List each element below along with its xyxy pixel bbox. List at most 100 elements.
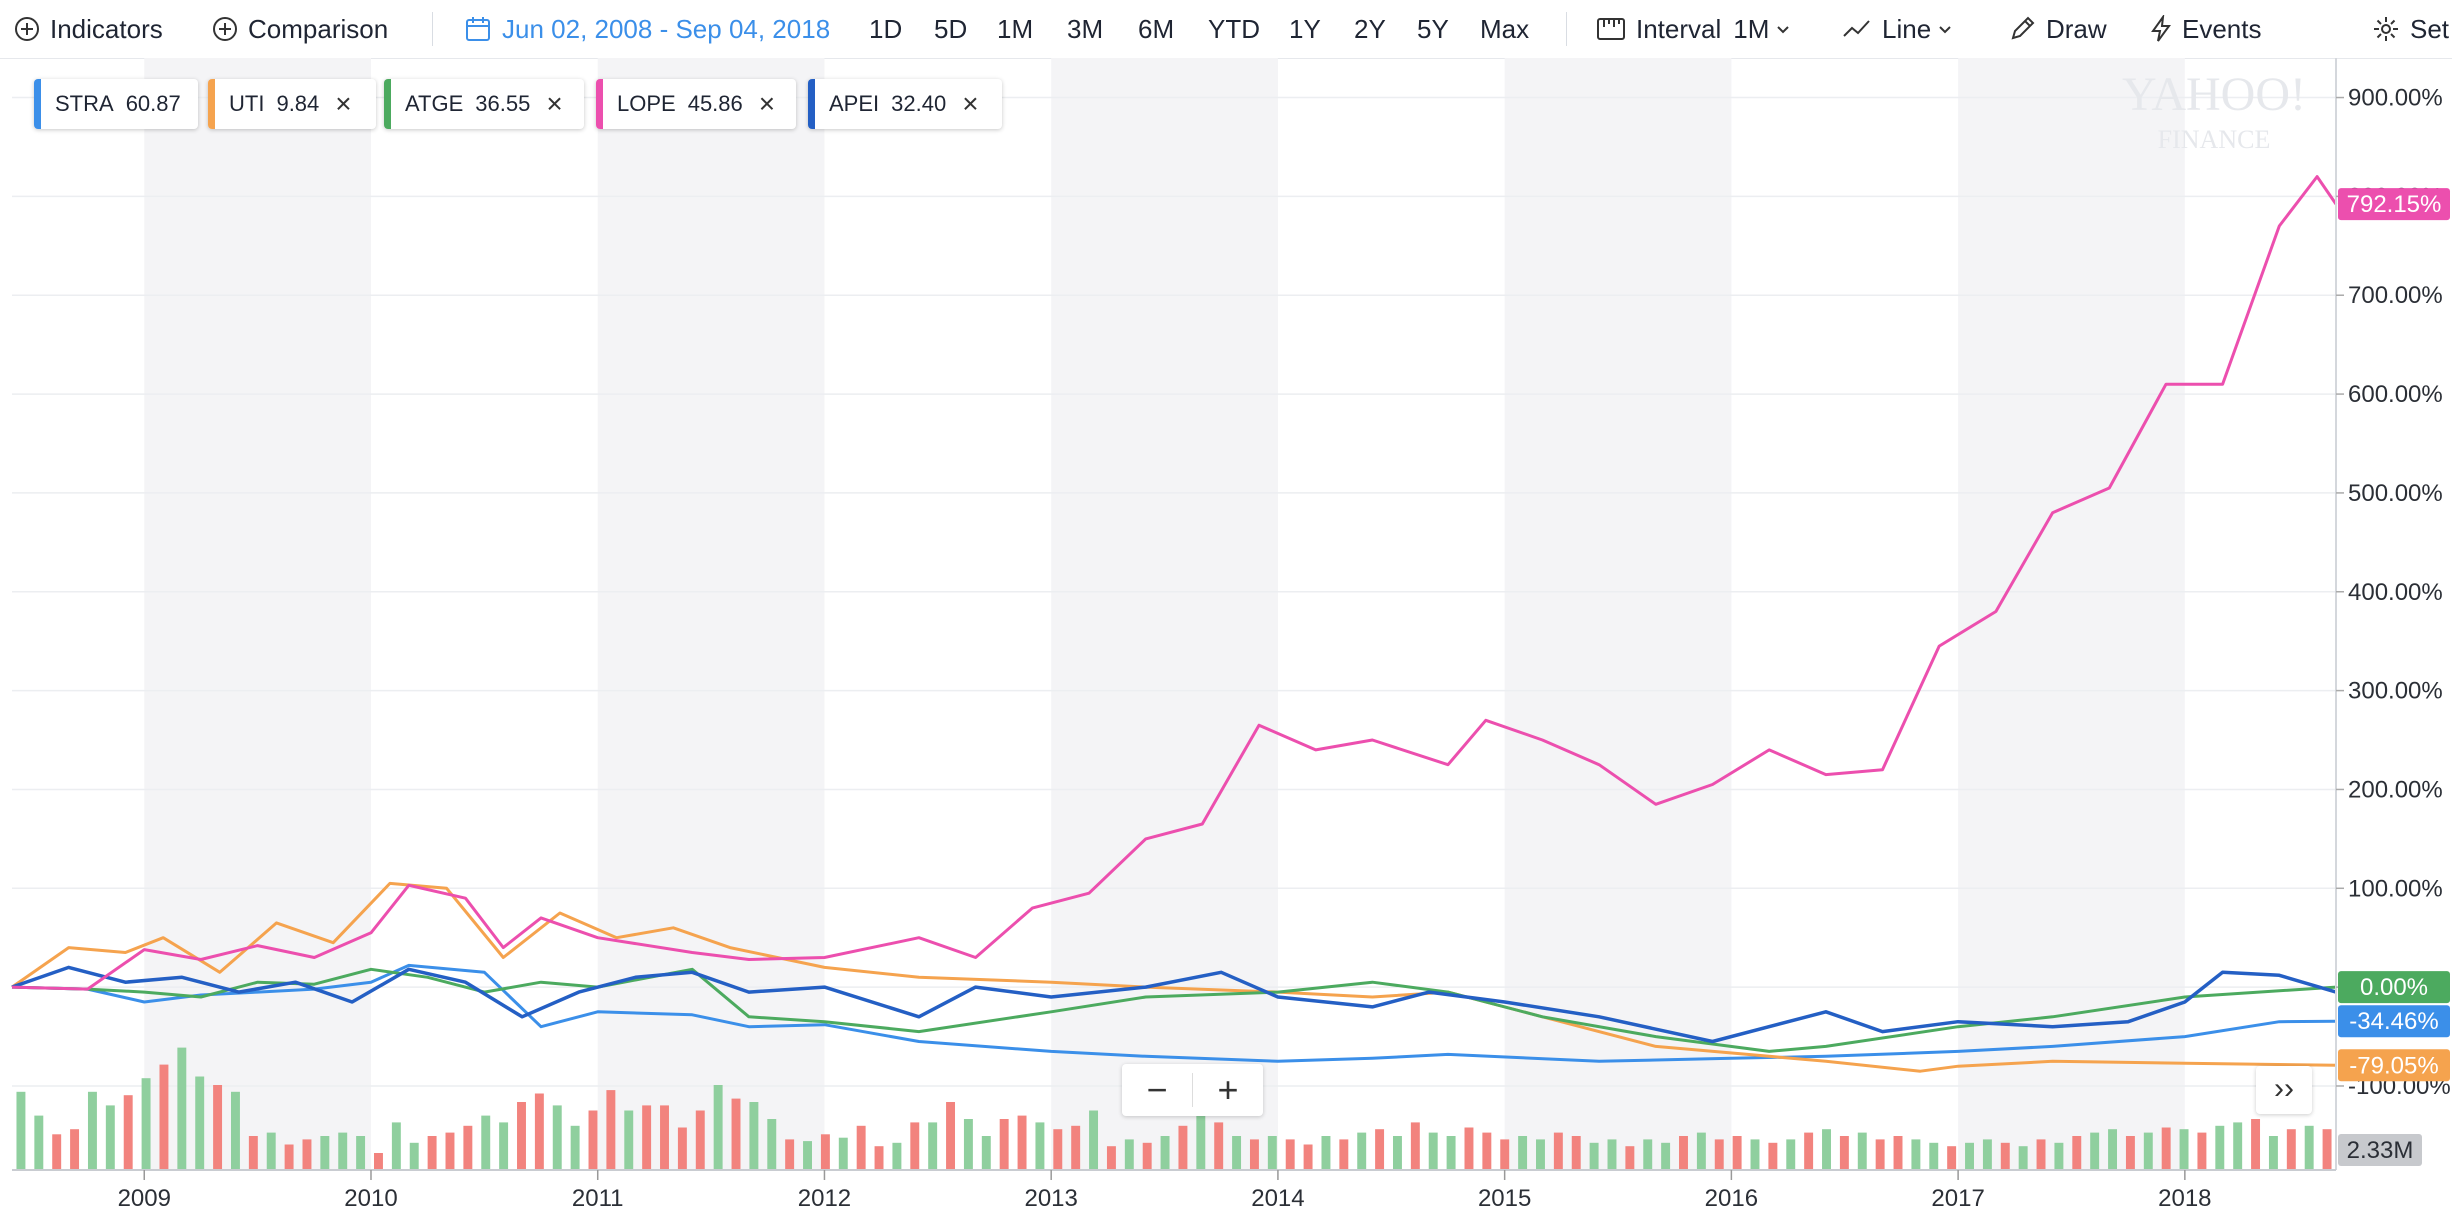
volume-bar — [374, 1153, 383, 1170]
legend-chip-lope[interactable]: LOPE 45.86 × — [596, 79, 796, 129]
x-tick-label: 2017 — [1931, 1185, 1984, 1212]
expand-button[interactable]: ›› — [2256, 1066, 2312, 1114]
period-1d[interactable]: 1D — [869, 0, 902, 58]
volume-bar — [874, 1146, 884, 1170]
chip-symbol: ATGE — [405, 91, 464, 116]
period-ytd[interactable]: YTD — [1208, 0, 1260, 58]
volume-bar — [105, 1105, 115, 1170]
volume-bar — [1661, 1142, 1671, 1170]
period-max[interactable]: Max — [1480, 0, 1529, 58]
volume-bar — [1500, 1139, 1510, 1170]
chart-toolbar: Indicators Comparison Jun 02, 2008 - Sep… — [0, 0, 2452, 59]
remove-uti-icon[interactable]: × — [335, 88, 352, 119]
volume-bar — [677, 1127, 687, 1170]
period-6m[interactable]: 6M — [1138, 0, 1174, 58]
volume-bar — [767, 1119, 777, 1170]
volume-bar — [2090, 1132, 2100, 1170]
volume-bar — [1178, 1125, 1188, 1170]
end-label-badge — [2338, 1005, 2450, 1038]
volume-bar — [266, 1132, 276, 1170]
draw-button[interactable]: Draw — [2008, 0, 2107, 58]
draw-label: Draw — [2046, 13, 2107, 44]
date-range-picker[interactable]: Jun 02, 2008 - Sep 04, 2018 — [464, 0, 830, 58]
volume-bar — [1553, 1132, 1563, 1170]
remove-apei-icon[interactable]: × — [962, 88, 979, 119]
volume-bar — [1768, 1142, 1778, 1170]
volume-bar — [1035, 1122, 1045, 1170]
volume-bar — [2179, 1129, 2189, 1170]
volume-bar — [284, 1144, 294, 1170]
period-5d[interactable]: 5D — [934, 0, 967, 58]
toolbar-divider — [1566, 12, 1567, 46]
volume-bar — [2054, 1142, 2064, 1170]
y-tick-label: 500.00% — [2348, 480, 2443, 507]
volume-bar — [1625, 1146, 1635, 1170]
period-1m[interactable]: 1M — [997, 0, 1033, 58]
series-line-uti — [11, 881, 2337, 1073]
legend-chip-stra[interactable]: STRA 60.87 — [34, 79, 198, 129]
volume-bar — [1196, 1093, 1206, 1170]
indicators-button[interactable]: Indicators — [14, 0, 163, 58]
volume-bar — [159, 1064, 169, 1170]
chip-symbol: UTI — [229, 91, 265, 116]
period-3m[interactable]: 3M — [1067, 0, 1103, 58]
period-3m-label: 3M — [1067, 13, 1104, 44]
volume-bar — [838, 1137, 848, 1170]
series-color-swatch — [208, 79, 215, 129]
volume-bar — [1643, 1139, 1653, 1170]
comparison-label: Comparison — [248, 13, 389, 44]
zoom-out-button[interactable]: − — [1146, 1069, 1168, 1110]
volume-bar — [749, 1102, 759, 1170]
volume-bar — [356, 1136, 366, 1170]
volume-bar — [2215, 1125, 2225, 1170]
zoom-in-button[interactable]: + — [1217, 1069, 1239, 1110]
comparison-button[interactable]: Comparison — [212, 0, 388, 58]
volume-bar — [1428, 1132, 1438, 1170]
volume-bar — [320, 1136, 330, 1170]
chevron-down-icon — [1777, 26, 1790, 34]
volume-bar — [1392, 1136, 1402, 1170]
volume-bar — [1857, 1132, 1867, 1170]
lightning-icon — [2151, 15, 2171, 42]
period-1y[interactable]: 1Y — [1289, 0, 1321, 58]
legend-chip-atge[interactable]: ATGE 36.55 × — [384, 79, 584, 129]
events-button[interactable]: Events — [2150, 0, 2262, 58]
settings-button[interactable]: Set — [2372, 0, 2449, 58]
volume-bar — [2143, 1132, 2153, 1170]
volume-bar — [445, 1132, 455, 1170]
volume-bar — [642, 1105, 652, 1170]
chart-type-dropdown[interactable]: Line — [1842, 0, 1963, 58]
volume-bar — [1321, 1136, 1331, 1170]
remove-atge-icon[interactable]: × — [546, 88, 563, 119]
period-5y[interactable]: 5Y — [1417, 0, 1449, 58]
series-line-stra — [11, 963, 2337, 1063]
interval-dropdown[interactable]: Interval 1M — [1596, 0, 1801, 58]
volume-bar — [1142, 1142, 1152, 1170]
volume-bar — [213, 1085, 223, 1170]
x-tick-label: 2009 — [118, 1185, 171, 1212]
indicators-label: Indicators — [50, 13, 163, 44]
legend-chip-apei[interactable]: APEI 32.40 × — [808, 79, 1002, 129]
legend-chip-uti[interactable]: UTI 9.84 × — [208, 79, 376, 129]
period-2y[interactable]: 2Y — [1354, 0, 1386, 58]
period-1d-label: 1D — [869, 13, 903, 44]
volume-bar — [606, 1090, 616, 1170]
calendar-icon — [466, 17, 490, 41]
volume-bar — [16, 1091, 26, 1170]
end-label-text: 0.00% — [2360, 974, 2428, 1001]
remove-lope-icon[interactable]: × — [758, 88, 776, 119]
volume-bar — [2036, 1139, 2046, 1170]
series-line-apei — [11, 965, 2337, 1044]
x-tick-label: 2014 — [1251, 1185, 1304, 1212]
volume-bar — [34, 1115, 44, 1170]
y-tick-label: 600.00% — [2348, 381, 2443, 408]
volume-bar — [2268, 1136, 2278, 1170]
volume-bar — [427, 1136, 437, 1170]
volume-bar — [1750, 1139, 1760, 1170]
comparison-chart[interactable]: YAHOO! FINANCE 900.00%800.00%700.00%600.… — [0, 58, 2452, 1224]
volume-bar — [1732, 1136, 1742, 1170]
y-tick-label: 200.00% — [2348, 776, 2443, 803]
events-label: Events — [2182, 13, 2262, 44]
volume-bar — [1786, 1139, 1796, 1170]
gear-icon — [2374, 17, 2398, 41]
